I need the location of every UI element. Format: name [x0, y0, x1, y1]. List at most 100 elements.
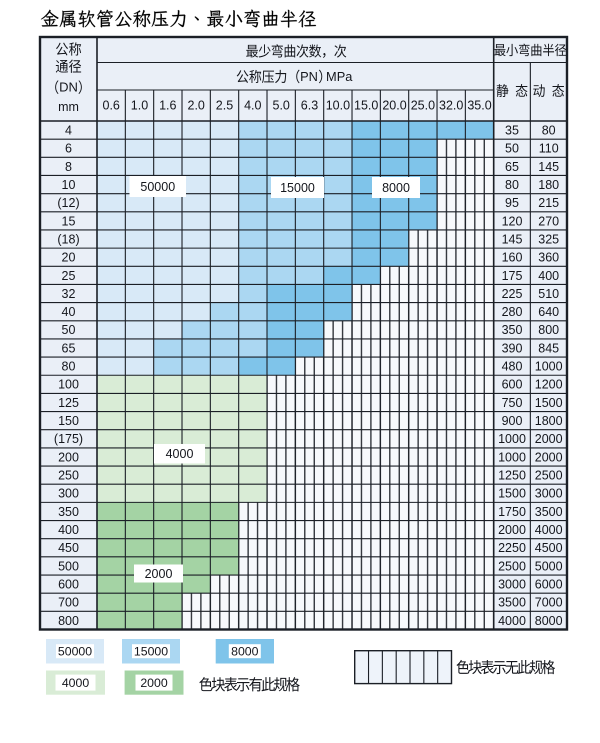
svg-text:15000: 15000	[280, 181, 315, 195]
svg-text:3000: 3000	[535, 487, 563, 501]
svg-text:325: 325	[538, 232, 559, 246]
svg-text:4: 4	[65, 124, 72, 138]
svg-text:2000: 2000	[145, 567, 173, 581]
svg-text:3500: 3500	[498, 596, 526, 610]
svg-text:2500: 2500	[498, 559, 526, 573]
svg-text:2.0: 2.0	[188, 98, 205, 112]
svg-text:1200: 1200	[535, 378, 563, 392]
svg-text:600: 600	[502, 378, 523, 392]
svg-text:50: 50	[62, 323, 76, 337]
svg-text:600: 600	[58, 578, 79, 592]
svg-text:145: 145	[502, 232, 523, 246]
svg-text:35.0: 35.0	[467, 98, 491, 112]
svg-text:5.0: 5.0	[273, 98, 290, 112]
svg-text:1500: 1500	[498, 487, 526, 501]
svg-text:1800: 1800	[535, 414, 563, 428]
svg-text:25.0: 25.0	[411, 98, 435, 112]
svg-text:225: 225	[502, 287, 523, 301]
svg-text:390: 390	[502, 341, 523, 355]
svg-text:25: 25	[62, 269, 76, 283]
svg-text:180: 180	[538, 178, 559, 192]
svg-text:80: 80	[62, 360, 76, 374]
svg-text:4500: 4500	[535, 541, 563, 555]
svg-text:4000: 4000	[62, 676, 90, 690]
svg-text:65: 65	[505, 160, 519, 174]
svg-text:280: 280	[502, 305, 523, 319]
svg-text:95: 95	[505, 196, 519, 210]
svg-text:100: 100	[58, 378, 79, 392]
svg-text:125: 125	[58, 396, 79, 410]
svg-text:10.0: 10.0	[326, 98, 350, 112]
svg-text:510: 510	[538, 287, 559, 301]
svg-text:175: 175	[502, 269, 523, 283]
svg-text:50000: 50000	[140, 180, 175, 194]
svg-text:50000: 50000	[58, 645, 92, 659]
svg-text:120: 120	[502, 214, 523, 228]
svg-text:2000: 2000	[498, 523, 526, 537]
svg-text:700: 700	[58, 596, 79, 610]
svg-text:20: 20	[62, 251, 76, 265]
svg-text:160: 160	[502, 251, 523, 265]
svg-text:480: 480	[502, 360, 523, 374]
svg-text:1.6: 1.6	[159, 98, 176, 112]
svg-text:640: 640	[538, 305, 559, 319]
svg-text:1.0: 1.0	[131, 98, 148, 112]
svg-text:7000: 7000	[535, 596, 563, 610]
svg-text:50: 50	[505, 142, 519, 156]
svg-text:800: 800	[58, 614, 79, 628]
svg-text:8000: 8000	[231, 645, 259, 659]
svg-text:5000: 5000	[535, 559, 563, 573]
svg-text:65: 65	[62, 341, 76, 355]
svg-text:32.0: 32.0	[439, 98, 463, 112]
svg-text:1000: 1000	[498, 432, 526, 446]
svg-text:8000: 8000	[535, 614, 563, 628]
svg-text:6000: 6000	[535, 578, 563, 592]
svg-text:350: 350	[502, 323, 523, 337]
svg-text:800: 800	[538, 323, 559, 337]
svg-text:1500: 1500	[535, 396, 563, 410]
svg-text:(175): (175)	[54, 432, 83, 446]
svg-text:PN: PN	[300, 69, 318, 84]
svg-text:250: 250	[58, 469, 79, 483]
svg-text:845: 845	[538, 341, 559, 355]
svg-text:80: 80	[505, 178, 519, 192]
svg-text:2250: 2250	[498, 541, 526, 555]
svg-text:4000: 4000	[166, 447, 194, 461]
svg-text:450: 450	[58, 541, 79, 555]
svg-text:400: 400	[58, 523, 79, 537]
svg-text:400: 400	[538, 269, 559, 283]
svg-text:350: 350	[58, 505, 79, 519]
svg-text:1250: 1250	[498, 469, 526, 483]
svg-text:145: 145	[538, 160, 559, 174]
svg-text:15: 15	[62, 214, 76, 228]
svg-text:10: 10	[62, 178, 76, 192]
svg-text:8: 8	[65, 160, 72, 174]
svg-text:15000: 15000	[134, 645, 168, 659]
svg-text:8000: 8000	[382, 181, 410, 195]
svg-text:4.0: 4.0	[244, 98, 261, 112]
svg-text:15.0: 15.0	[354, 98, 378, 112]
svg-text:1000: 1000	[498, 450, 526, 464]
svg-text:2000: 2000	[535, 450, 563, 464]
svg-text:(18): (18)	[57, 232, 79, 246]
svg-text:35: 35	[505, 124, 519, 138]
svg-text:2000: 2000	[535, 432, 563, 446]
svg-text:4000: 4000	[498, 614, 526, 628]
svg-text:0.6: 0.6	[103, 98, 120, 112]
svg-text:500: 500	[58, 559, 79, 573]
svg-text:20.0: 20.0	[382, 98, 406, 112]
svg-text:80: 80	[542, 124, 556, 138]
svg-text:3500: 3500	[535, 505, 563, 519]
svg-text:300: 300	[58, 487, 79, 501]
svg-text:200: 200	[58, 450, 79, 464]
svg-text:6: 6	[65, 142, 72, 156]
svg-text:4000: 4000	[535, 523, 563, 537]
svg-text:360: 360	[538, 251, 559, 265]
svg-text:DN: DN	[59, 80, 78, 95]
svg-text:3000: 3000	[498, 578, 526, 592]
svg-text:MPa: MPa	[326, 69, 353, 84]
svg-text:215: 215	[538, 196, 559, 210]
svg-text:32: 32	[62, 287, 76, 301]
svg-text:150: 150	[58, 414, 79, 428]
svg-text:1000: 1000	[535, 360, 563, 374]
